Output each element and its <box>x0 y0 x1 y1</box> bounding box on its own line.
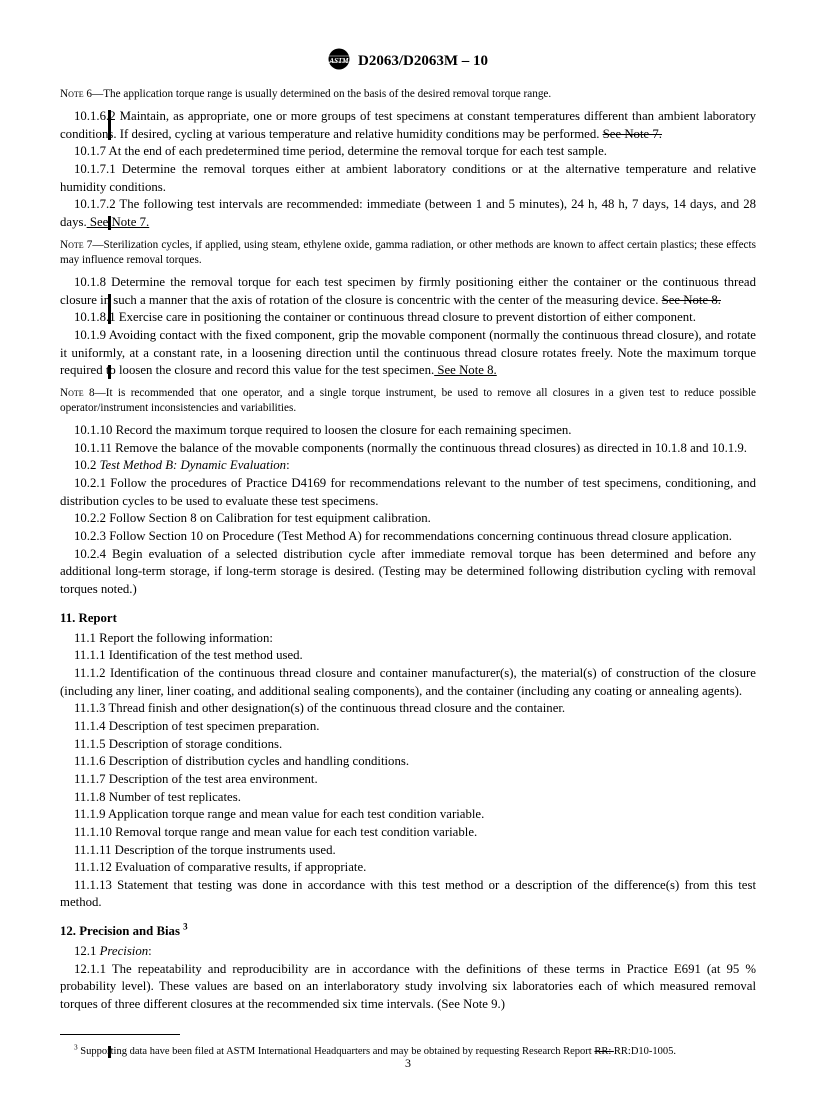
section-11-title: 11. Report <box>60 611 756 626</box>
footnote-ref: 3 <box>183 922 187 932</box>
change-bar <box>108 365 111 379</box>
block-10-1-9: 10.1.9 Avoiding contact with the fixed c… <box>60 327 756 380</box>
note-label: Note 8— <box>60 387 106 399</box>
para-10-1-7: 10.1.7 At the end of each predetermined … <box>60 143 756 161</box>
para-10-1-11: 10.1.11 Remove the balance of the movabl… <box>60 440 756 458</box>
para-10-2-2: 10.2.2 Follow Section 8 on Calibration f… <box>60 510 756 528</box>
para-11-1-6: 11.1.6 Description of distribution cycle… <box>60 753 756 771</box>
page: ASTM D2063/D2063M – 10 Note 6—The applic… <box>0 0 816 1099</box>
note-text: It is recommended that one operator, and… <box>60 387 756 414</box>
svg-text:ASTM: ASTM <box>328 57 349 65</box>
para-11-1-5: 11.1.5 Description of storage conditions… <box>60 736 756 754</box>
para-10-1-8: 10.1.8 Determine the removal torque for … <box>60 274 756 309</box>
para-10-1-10: 10.1.10 Record the maximum torque requir… <box>60 422 756 440</box>
para-10-1-7-1: 10.1.7.1 Determine the removal torques e… <box>60 161 756 196</box>
para-10-2-1: 10.2.1 Follow the procedures of Practice… <box>60 475 756 510</box>
para-10-2: 10.2 Test Method B: Dynamic Evaluation: <box>60 457 756 475</box>
para-11-1-4: 11.1.4 Description of test specimen prep… <box>60 718 756 736</box>
para-11-1-1: 11.1.1 Identification of the test method… <box>60 647 756 665</box>
note-text: The application torque range is usually … <box>103 88 551 100</box>
para-10-1-6-2: 10.1.6.2 Maintain, as appropriate, one o… <box>60 108 756 143</box>
underlined-text: See Note 8. <box>434 363 497 377</box>
note-label: Note 7— <box>60 239 104 251</box>
note-7: Note 7—Sterilization cycles, if applied,… <box>60 238 756 268</box>
note-6: Note 6—The application torque range is u… <box>60 87 756 102</box>
para-12-1-1: 12.1.1 The repeatability and reproducibi… <box>60 961 756 1014</box>
para-11-1-7: 11.1.7 Description of the test area envi… <box>60 771 756 789</box>
note-8: Note 8—It is recommended that one operat… <box>60 386 756 416</box>
footnote-rule <box>60 1034 180 1035</box>
underlined-text: See Note 7. <box>87 215 150 229</box>
struck-text: See Note 7. <box>603 127 662 141</box>
change-bar <box>108 294 111 324</box>
para-11-1-3: 11.1.3 Thread finish and other designati… <box>60 700 756 718</box>
astm-logo: ASTM <box>328 48 350 75</box>
block-10-1-7-2: 10.1.7.2 The following test intervals ar… <box>60 196 756 231</box>
para-11-1-10: 11.1.10 Removal torque range and mean va… <box>60 824 756 842</box>
change-bar <box>108 110 111 140</box>
note-text: Sterilization cycles, if applied, using … <box>60 239 756 266</box>
para-12-1: 12.1 Precision: <box>60 943 756 961</box>
para-10-2-3: 10.2.3 Follow Section 10 on Procedure (T… <box>60 528 756 546</box>
document-number: D2063/D2063M – 10 <box>358 53 488 70</box>
para-11-1-11: 11.1.11 Description of the torque instru… <box>60 842 756 860</box>
para-10-2-4: 10.2.4 Begin evaluation of a selected di… <box>60 546 756 599</box>
para-10-1-8-1: 10.1.8.1 Exercise care in positioning th… <box>60 309 756 327</box>
para-11-1-12: 11.1.12 Evaluation of comparative result… <box>60 859 756 877</box>
para-11-1-9: 11.1.9 Application torque range and mean… <box>60 806 756 824</box>
section-12-title: 12. Precision and Bias 3 <box>60 924 756 939</box>
para-11-1-8: 11.1.8 Number of test replicates. <box>60 789 756 807</box>
para-10-1-9: 10.1.9 Avoiding contact with the fixed c… <box>60 327 756 380</box>
para-11-1-13: 11.1.13 Statement that testing was done … <box>60 877 756 912</box>
block-10-1-8: 10.1.8 Determine the removal torque for … <box>60 274 756 327</box>
page-header: ASTM D2063/D2063M – 10 <box>60 48 756 75</box>
para-10-1-7-2: 10.1.7.2 The following test intervals ar… <box>60 196 756 231</box>
para-11-1-2: 11.1.2 Identification of the continuous … <box>60 665 756 700</box>
note-label: Note 6— <box>60 88 103 100</box>
change-bar <box>108 216 111 230</box>
struck-text: See Note 8. <box>662 293 721 307</box>
para-11-1: 11.1 Report the following information: <box>60 630 756 648</box>
block-10-1-6-2: 10.1.6.2 Maintain, as appropriate, one o… <box>60 108 756 196</box>
page-number: 3 <box>0 1056 816 1071</box>
